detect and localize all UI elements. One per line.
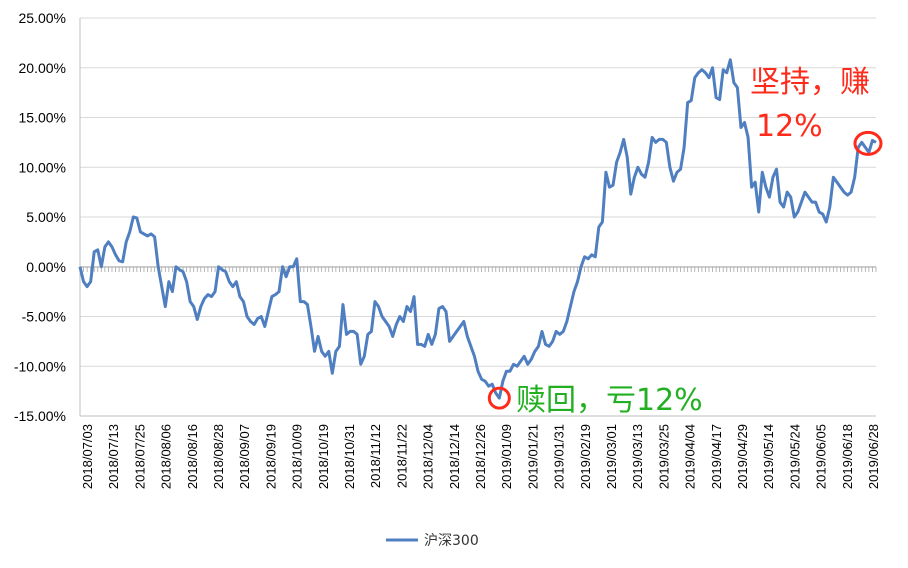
hold-annotation-line2: 12% bbox=[756, 109, 823, 144]
y-tick-label: -15.00% bbox=[14, 408, 66, 424]
low-point-circle bbox=[487, 386, 511, 410]
y-tick-label: 15.00% bbox=[19, 110, 66, 126]
axes bbox=[79, 18, 877, 417]
x-tick-label: 2019/02/19 bbox=[578, 424, 593, 489]
x-axis-ticks: 2018/07/03 2018/07/13 2018/07/25 2018/08/06… bbox=[80, 424, 881, 489]
hold-annotation-line1: 坚持，赚 bbox=[750, 65, 870, 100]
x-tick-label: 2019/06/18 bbox=[840, 424, 855, 489]
x-tick-label: 2018/07/03 bbox=[80, 424, 95, 489]
x-tick-label: 2018/10/31 bbox=[342, 424, 357, 489]
x-tick-label: 2019/03/01 bbox=[604, 424, 619, 489]
x-tick-label: 2018/11/12 bbox=[368, 424, 383, 488]
legend: 沪深300 bbox=[386, 533, 479, 549]
legend-label: 沪深300 bbox=[424, 533, 479, 549]
y-tick-label: 5.00% bbox=[26, 209, 66, 225]
redeem-annotation: 赎回，亏12% bbox=[516, 383, 703, 418]
x-tick-label: 2019/06/05 bbox=[814, 424, 829, 489]
x-tick-label: 2019/01/09 bbox=[499, 424, 514, 489]
x-tick-label: 2018/10/19 bbox=[316, 424, 331, 489]
y-axis-ticks: 25.00% 20.00% 15.00% 10.00% 5.00% 0.00% -5.00%… bbox=[14, 10, 66, 424]
x-tick-label: 2019/04/29 bbox=[735, 424, 750, 489]
y-tick-label: -10.00% bbox=[14, 358, 66, 374]
annotations: 坚持，赚 12% 赎回，亏12% bbox=[516, 65, 870, 418]
end-point-circle bbox=[853, 130, 883, 156]
x-tick-label: 2018/08/28 bbox=[211, 424, 226, 489]
y-tick-label: -5.00% bbox=[22, 309, 66, 325]
x-tick-label: 2019/01/31 bbox=[552, 424, 567, 489]
x-tick-label: 2018/08/16 bbox=[185, 424, 200, 489]
y-tick-label: 25.00% bbox=[19, 10, 66, 26]
x-tick-label: 2018/12/26 bbox=[473, 424, 488, 489]
x-tick-label: 2018/09/19 bbox=[263, 424, 278, 489]
series-line-hs300 bbox=[78, 58, 877, 400]
x-tick-label: 2018/07/13 bbox=[106, 424, 121, 489]
y-tick-label: 20.00% bbox=[19, 60, 66, 76]
x-tick-label: 2019/03/13 bbox=[630, 424, 645, 489]
y-tick-label: 0.00% bbox=[26, 259, 66, 275]
x-tick-label: 2018/12/04 bbox=[421, 424, 436, 489]
x-tick-label: 2019/04/17 bbox=[709, 424, 724, 489]
x-tick-label: 2018/09/07 bbox=[237, 424, 252, 489]
x-tick-label: 2018/07/25 bbox=[132, 424, 147, 489]
x-tick-label: 2019/01/21 bbox=[525, 424, 540, 489]
x-tick-label: 2019/06/28 bbox=[866, 424, 881, 489]
x-tick-label: 2019/05/24 bbox=[787, 424, 802, 489]
x-tick-label: 2018/11/22 bbox=[394, 424, 409, 488]
x-tick-label: 2019/04/04 bbox=[683, 424, 698, 489]
series-layer bbox=[78, 58, 883, 410]
y-tick-label: 10.00% bbox=[19, 159, 66, 175]
x-tick-label: 2019/05/14 bbox=[761, 424, 776, 489]
x-tick-label: 2018/12/14 bbox=[447, 424, 462, 489]
x-tick-label: 2018/08/06 bbox=[159, 424, 174, 489]
x-tick-label: 2018/10/09 bbox=[290, 424, 305, 489]
x-tick-label: 2019/03/25 bbox=[656, 424, 671, 489]
